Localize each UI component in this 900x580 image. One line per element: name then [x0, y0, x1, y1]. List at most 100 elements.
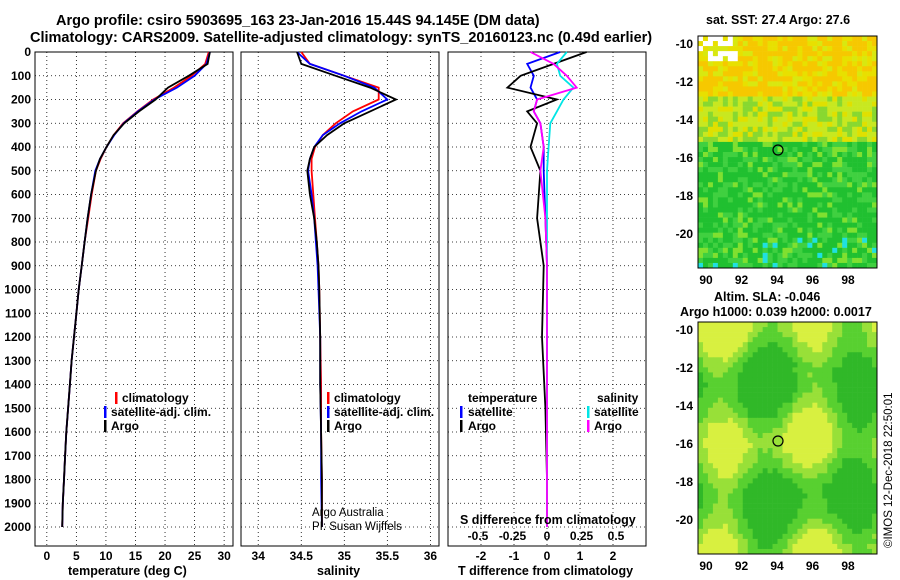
sst-pixel: [852, 76, 858, 82]
sla-pixel: [752, 528, 758, 535]
sla-pixel: [852, 347, 858, 353]
sla-pixel: [837, 402, 843, 409]
sla-pixel: [802, 377, 808, 383]
sla-pixel: [722, 417, 729, 424]
sst-pixel: [702, 177, 709, 183]
sla-pixel: [757, 453, 763, 459]
sla-pixel: [707, 392, 714, 398]
sla-pixel: [767, 468, 773, 474]
sst-pixel: [792, 101, 798, 107]
sst-pixel: [807, 177, 813, 183]
sla-pixel: [782, 357, 788, 363]
sst-pixel: [712, 121, 719, 128]
sla-argo-location-marker: [772, 435, 784, 447]
sla-pixel: [727, 352, 734, 358]
sst-pixel: [717, 182, 724, 188]
sla-pixel: [722, 493, 729, 499]
sla-pixel: [807, 513, 813, 519]
sla-pixel: [757, 488, 763, 494]
sla-pixel: [822, 443, 828, 449]
sla-pixel: [767, 392, 773, 398]
sst-pixel: [747, 212, 753, 218]
sla-pixel: [782, 503, 788, 509]
sla-pixel: [767, 417, 773, 424]
sla-pixel: [812, 523, 818, 530]
sla-pixel: [747, 453, 753, 459]
sst-pixel: [827, 141, 833, 148]
sla-pixel: [698, 498, 704, 504]
sla-pixel: [742, 352, 749, 358]
sal-legend-satellite: satellite-adj. clim.: [334, 405, 434, 419]
sst-pixel: [872, 222, 878, 228]
sst-pixel: [737, 36, 744, 42]
sst-pixel: [752, 172, 758, 178]
sla-pixel: [862, 438, 868, 444]
sla-pixel: [832, 443, 838, 449]
sst-pixel: [822, 56, 828, 62]
sla-pixel: [747, 523, 753, 530]
sla-pixel: [787, 513, 793, 519]
sst-pixel: [812, 71, 818, 77]
sla-pixel: [847, 488, 853, 494]
sla-pixel: [722, 438, 729, 444]
diff-legend-sargo: Argo: [594, 419, 622, 433]
sla-pixel: [857, 488, 863, 494]
sst-pixel: [727, 141, 734, 148]
sla-pixel: [787, 473, 793, 479]
sst-pixel: [817, 187, 823, 193]
sla-pixel: [827, 523, 833, 530]
sst-pixel: [867, 66, 873, 72]
sla-pixel: [842, 493, 848, 499]
sst-pixel: [832, 237, 838, 244]
sst-pixel: [707, 172, 714, 178]
sst-pixel: [842, 247, 848, 254]
sst-pixel: [698, 172, 704, 178]
sla-pixel: [772, 468, 778, 474]
sst-pixel: [752, 116, 758, 123]
sla-pixel: [782, 473, 788, 479]
sst-pixel: [762, 157, 768, 163]
sst-pixel: [852, 247, 858, 254]
sst-pixel: [822, 222, 828, 228]
sla-pixel: [737, 322, 744, 328]
sla-pixel: [872, 508, 878, 514]
sla-pixel: [707, 438, 714, 444]
sst-pixel: [707, 207, 714, 213]
sla-pixel: [762, 508, 768, 514]
sla-pixel: [862, 322, 868, 328]
sst-pixel: [702, 36, 709, 42]
sla-pixel: [707, 548, 714, 555]
sla-pixel: [787, 397, 793, 403]
sst-pixel: [782, 121, 788, 128]
sla-pixel: [732, 367, 739, 373]
sla-pixel: [852, 503, 858, 509]
sla-pixel: [792, 412, 798, 419]
sla-pixel: [767, 513, 773, 519]
sst-pixel: [817, 207, 823, 213]
sla-pixel: [817, 468, 823, 474]
sst-pixel: [837, 131, 843, 138]
sst-pixel: [832, 76, 838, 82]
sla-pixel: [822, 372, 828, 378]
sla-pixel: [797, 372, 803, 378]
sst-pixel: [727, 152, 734, 158]
sla-pixel: [752, 498, 758, 504]
sst-pixel: [817, 247, 823, 254]
sla-pixel: [698, 407, 704, 414]
sst-pixel: [847, 131, 853, 138]
sst-pixel: [747, 61, 753, 67]
sla-pixel: [742, 443, 749, 449]
sst-pixel: [712, 237, 719, 244]
sla-pixel: [772, 417, 778, 424]
sst-pixel: [782, 141, 788, 148]
sst-pixel: [832, 217, 838, 223]
sla-pixel: [727, 422, 734, 429]
sla-pixel: [702, 402, 709, 409]
sla-pixel: [762, 528, 768, 535]
sst-pixel: [817, 242, 823, 249]
sst-pixel: [872, 197, 878, 203]
sst-pixel: [757, 101, 763, 107]
sst-pixel: [832, 141, 838, 148]
sst-pixel: [702, 187, 709, 193]
x-tick-label: 20: [158, 549, 172, 563]
